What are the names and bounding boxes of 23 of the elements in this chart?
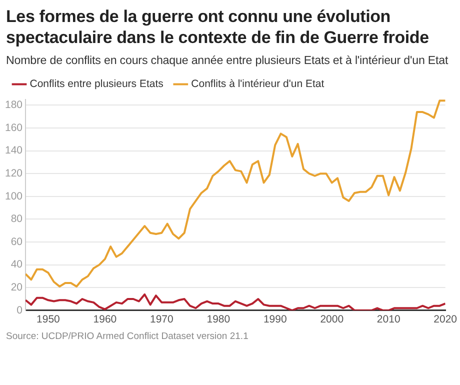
y-tick-label: 0 [16,304,23,316]
x-tick-label: 2010 [376,314,400,326]
x-tick-label: 1960 [93,314,117,326]
legend-label: Conflits à l'intérieur d'un Etat [191,78,324,90]
y-tick-label: 20 [10,281,23,294]
x-tick-label: 1990 [263,314,287,326]
y-tick-label: 100 [4,190,23,202]
y-tick-label: 80 [10,213,23,226]
y-tick-label: 180 [4,99,23,112]
chart-subtitle: Nombre de conflits en cours chaque année entre plusieurs Etats et à l'intérieur d'un Etat [5,53,450,67]
x-tick-label: 2020 [434,314,458,326]
y-tick-label: 160 [4,122,23,134]
chart-title: Les formes de la guerre ont connu une évolution spectaculaire dans le contexte de fin de Guerre froide [5,6,430,48]
y-tick-label: 40 [10,258,23,271]
y-tick-label: 60 [10,236,23,248]
x-tick-label: 1950 [36,314,60,326]
y-tick-label: 140 [4,144,23,157]
x-tick-label: 1970 [150,314,174,326]
y-tick-label: 120 [4,167,23,180]
x-tick-label: 1980 [206,314,230,326]
legend-label: Conflits entre plusieurs Etats [30,78,164,90]
source-note: Source: UCDP/PRIO Armed Conflict Dataset version 21.1 [5,330,250,344]
x-tick-label: 2000 [320,314,344,326]
